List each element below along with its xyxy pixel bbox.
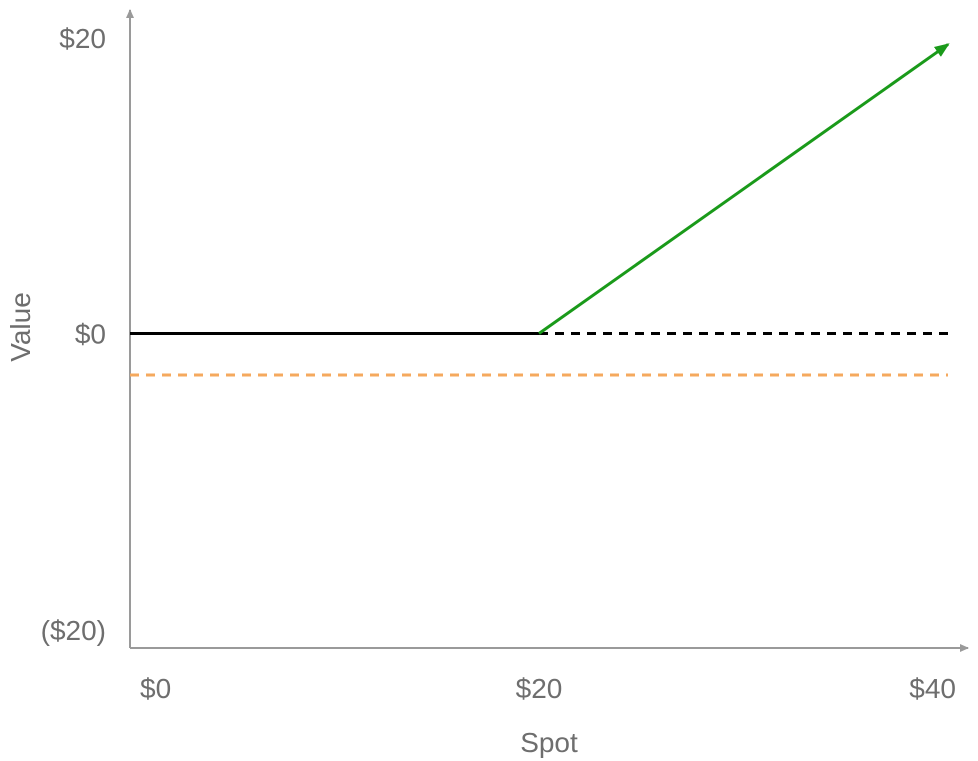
y-tick-label: $0 bbox=[75, 319, 106, 350]
x-tick-label: $0 bbox=[140, 673, 171, 704]
y-tick-label: ($20) bbox=[41, 615, 106, 646]
x-axis-title: Spot bbox=[520, 727, 578, 758]
tick-labels: $0 $20 $40 $20 $0 ($20) bbox=[41, 23, 956, 704]
y-tick-label: $20 bbox=[59, 23, 106, 54]
x-tick-label: $20 bbox=[516, 673, 563, 704]
payoff-rising-arrow bbox=[538, 43, 950, 335]
y-axis-title: Value bbox=[5, 292, 36, 362]
series-layer bbox=[130, 43, 950, 377]
x-tick-label: $40 bbox=[909, 673, 956, 704]
